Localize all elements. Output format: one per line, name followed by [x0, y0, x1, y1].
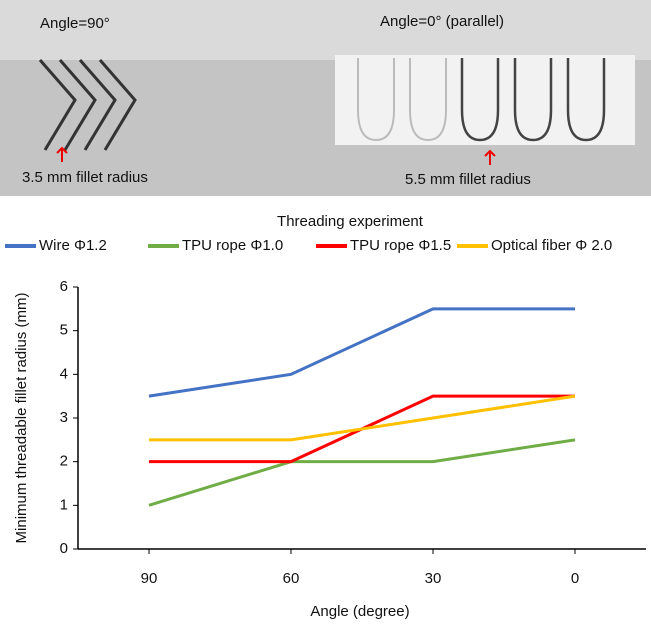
sheet: [335, 55, 635, 145]
y-tick-label: 3: [60, 409, 68, 426]
series-line: [149, 396, 575, 440]
annotation: 5.5 mm fillet radius: [405, 171, 531, 188]
y-axis-label: Minimum threadable fillet radius (mm): [13, 293, 30, 544]
y-tick-label: 2: [60, 453, 68, 470]
x-tick-label: 0: [571, 570, 579, 587]
x-tick-label: 90: [141, 570, 158, 587]
legend-label: Optical fiber Φ 2.0: [491, 237, 612, 254]
y-tick-label: 6: [60, 278, 68, 295]
chart-title: Threading experiment: [277, 213, 424, 230]
figure: Angle=90° Angle=0° (parallel) 3.5 mm fil…: [0, 0, 651, 630]
y-tick-label: 5: [60, 322, 68, 339]
series-line: [149, 309, 575, 396]
x-tick-label: 30: [425, 570, 442, 587]
y-tick-label: 0: [60, 540, 68, 557]
annotation: Angle=0° (parallel): [380, 13, 504, 30]
y-tick-label: 4: [60, 365, 68, 382]
y-tick-label: 1: [60, 496, 68, 513]
annotation: Angle=90°: [40, 15, 110, 32]
annotation: 3.5 mm fillet radius: [22, 169, 148, 186]
series-line: [149, 440, 575, 506]
legend-label: Wire Φ1.2: [39, 237, 107, 254]
x-axis-label: Angle (degree): [310, 603, 409, 620]
legend-label: TPU rope Φ1.0: [182, 237, 283, 254]
legend-label: TPU rope Φ1.5: [350, 237, 451, 254]
x-tick-label: 60: [283, 570, 300, 587]
